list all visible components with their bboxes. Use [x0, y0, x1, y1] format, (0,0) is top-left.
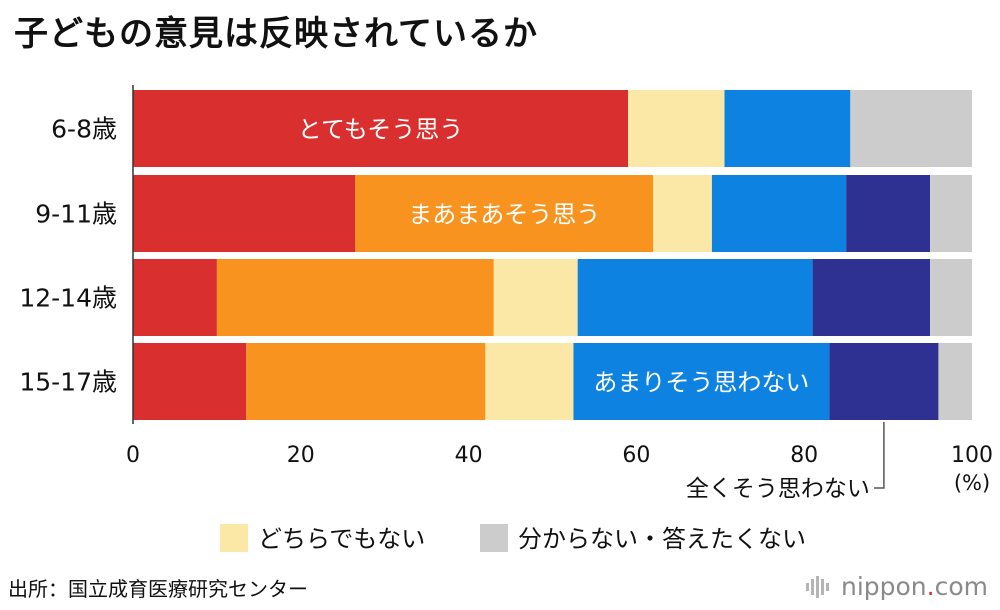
x-tick-label: 60: [622, 443, 650, 468]
bar-segment-2-2: [355, 175, 654, 252]
x-unit-label: (%): [954, 471, 990, 495]
bar-segment-3-2: [216, 259, 494, 336]
category-label: 15-17歳: [19, 368, 117, 397]
bar-segment-1-4: [724, 90, 851, 167]
x-tick-label: 100: [951, 443, 993, 468]
bar-segment-1-3: [628, 90, 725, 167]
legend-swatch: [220, 524, 248, 552]
bar-segment-2-5: [846, 175, 931, 252]
in-bar-label: とてもそう思う: [298, 116, 464, 144]
stacked-bar-chart: 6-8歳 9-11歳 12-14歳 15-17歳 0 20 40 60 80 100 (%) とてもそ…: [19, 85, 993, 553]
logo-tld: com: [934, 572, 988, 601]
legend-label: 分からない・答えたくない: [518, 525, 806, 553]
category-label: 12-14歳: [19, 284, 117, 313]
bar-segment-1-1: [133, 90, 629, 167]
bar-segment-2-6: [930, 175, 972, 252]
source-note: 出所：国立成育医療研究センター: [8, 577, 308, 601]
bar-segment-3-4: [577, 259, 813, 336]
bar-segment-3-6: [930, 259, 972, 336]
nippon-logo-mark-icon: [805, 575, 829, 598]
in-bar-label: あまりそう思わない: [593, 369, 809, 397]
category-label: 6-8歳: [51, 115, 117, 144]
bar-segment-4-1: [133, 343, 247, 420]
bar-segment-4-2: [246, 343, 486, 420]
bar-segment-4-5: [829, 343, 939, 420]
x-tick-label: 40: [455, 443, 483, 468]
callout-leader-line: [873, 422, 885, 489]
bar-segment-3-1: [133, 259, 217, 336]
bar-segment-4-3: [485, 343, 574, 420]
bar-segment-1-6: [850, 90, 972, 167]
x-tick-label: 0: [126, 443, 140, 468]
callout-label: 全くそう思わない: [686, 476, 870, 502]
bar-segment-2-1: [133, 175, 356, 252]
bar-segment-2-4: [711, 175, 847, 252]
legend-label: どちらでもない: [258, 525, 425, 553]
x-tick-label: 80: [790, 443, 818, 468]
legend-swatch: [480, 524, 508, 552]
category-label: 9-11歳: [35, 200, 117, 229]
in-bar-label: まあまあそう思う: [408, 201, 600, 229]
logo-dot: .: [926, 572, 935, 601]
bar-segment-4-4: [573, 343, 830, 420]
logo-name: nippon: [840, 572, 927, 601]
publisher-logo: nippon. com: [805, 572, 988, 601]
bar-segment-4-6: [938, 343, 972, 420]
bar-segment-3-5: [812, 259, 931, 336]
x-tick-label: 20: [287, 443, 315, 468]
bar-segment-3-3: [493, 259, 578, 336]
chart-title: 子どもの意見は反映されているか: [14, 14, 538, 54]
bar-segment-2-3: [653, 175, 712, 252]
